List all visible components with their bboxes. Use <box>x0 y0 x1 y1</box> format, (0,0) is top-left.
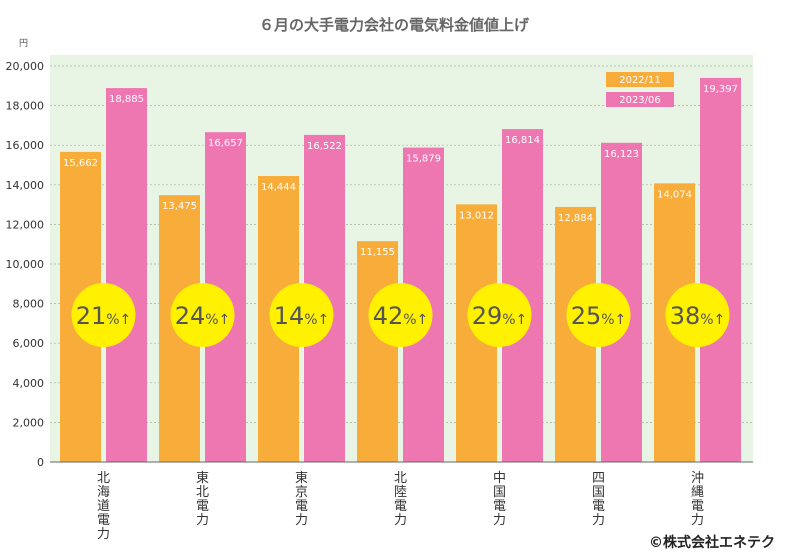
y-tick-label: 16,000 <box>6 139 45 152</box>
increase-percent-label: 25%↑ <box>571 302 627 330</box>
increase-badge <box>566 283 631 347</box>
increase-percent-label: 24%↑ <box>175 302 231 330</box>
bar-value-label: 13,475 <box>162 201 197 212</box>
legend-label: 2022/11 <box>619 75 661 86</box>
y-axis-ticks: 0 2,000 4,000 6,000 8,000 10,000 12,000 14,000 1… <box>6 60 45 469</box>
copyright-text: ©株式会社エネテク <box>649 534 775 551</box>
bar-value-label: 16,522 <box>307 141 342 152</box>
chart-title: ６月の大手電力会社の電気料金値値上げ <box>259 16 530 34</box>
bar-value-label: 15,662 <box>63 158 98 169</box>
plot-area <box>50 55 753 462</box>
increase-badge <box>368 283 433 347</box>
legend-swatch <box>606 92 674 107</box>
bar-value-label: 12,884 <box>558 213 593 224</box>
category-label: 北海道電力 <box>97 471 110 542</box>
y-tick-label: 18,000 <box>6 100 45 113</box>
legend-label: 2023/06 <box>619 95 661 106</box>
bar-value-label: 11,155 <box>360 247 395 258</box>
bar-value-label: 16,814 <box>505 135 540 146</box>
increase-percent-label: 42%↑ <box>373 302 429 330</box>
bar-current <box>106 88 147 463</box>
y-tick-label: 2,000 <box>13 416 45 429</box>
bar-current <box>700 77 741 463</box>
bar-value-label: 16,657 <box>208 138 243 149</box>
increase-badges: 21%↑ 24%↑ 14%↑ 42%↑ 29%↑ 25%↑ 38%↑ <box>71 283 730 347</box>
y-tick-label: 8,000 <box>13 298 45 311</box>
legend: 2022/11 2023/06 <box>606 72 674 107</box>
increase-percent-label: 14%↑ <box>274 302 330 330</box>
y-tick-label: 14,000 <box>6 179 45 192</box>
increase-percent-label: 21%↑ <box>76 302 132 330</box>
category-label: 北陸電力 <box>394 471 407 528</box>
bar-value-label: 15,879 <box>406 154 441 165</box>
y-tick-label: 12,000 <box>6 218 45 231</box>
y-tick-label: 4,000 <box>13 377 45 390</box>
increase-badge <box>71 283 136 347</box>
increase-badge <box>170 283 235 347</box>
legend-swatch <box>606 72 674 87</box>
y-tick-label: 6,000 <box>13 337 45 350</box>
bars: 15,662 18,885 13,475 16,657 14,444 16,522 11,1… <box>60 77 741 463</box>
category-label: 四国電力 <box>592 471 605 528</box>
category-label: 東北電力 <box>196 470 209 528</box>
bar-value-label: 16,123 <box>604 149 639 160</box>
increase-percent-label: 38%↑ <box>670 302 726 330</box>
y-tick-label: 20,000 <box>6 60 45 73</box>
bar-value-label: 18,885 <box>109 94 144 105</box>
category-label: 東京電力 <box>295 470 308 528</box>
increase-percent-label: 29%↑ <box>472 302 528 330</box>
bar-value-label: 14,074 <box>657 189 692 200</box>
y-axis-unit: 円 <box>19 38 28 49</box>
bar-value-label: 13,012 <box>459 210 494 221</box>
bar-previous <box>357 241 398 462</box>
category-labels: 北海道電力 東北電力 東京電力 北陸電力 中国電力 四国電力 沖縄電力 <box>97 470 704 542</box>
category-label: 沖縄電力 <box>691 471 704 528</box>
y-tick-label: 10,000 <box>6 258 45 271</box>
bar-value-label: 14,444 <box>261 182 296 193</box>
bar-value-label: 19,397 <box>703 84 738 95</box>
category-label: 中国電力 <box>493 471 506 528</box>
y-tick-label: 0 <box>37 456 44 469</box>
increase-badge <box>665 283 730 347</box>
increase-badge <box>467 283 532 347</box>
increase-badge <box>269 283 334 347</box>
